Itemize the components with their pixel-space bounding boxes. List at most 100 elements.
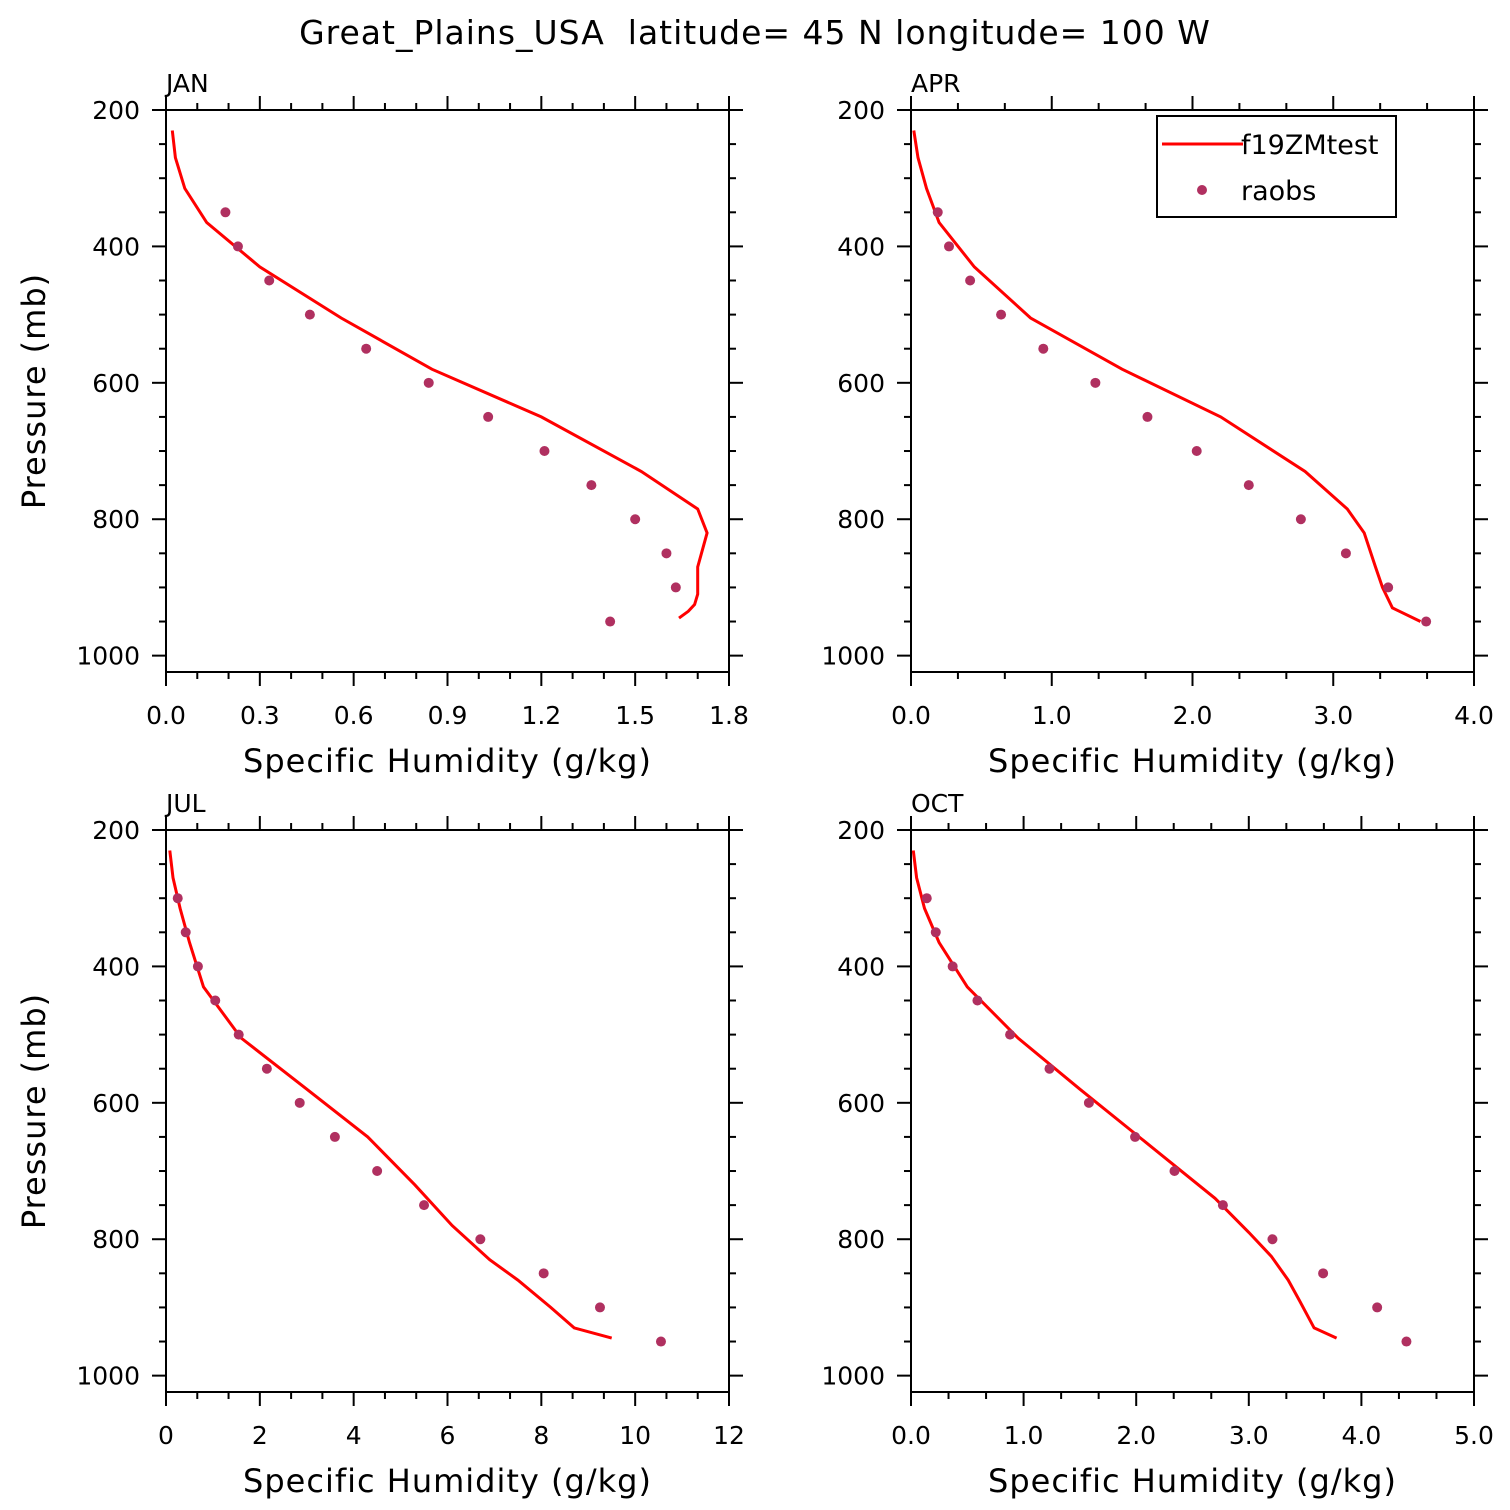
obs-point [670, 582, 681, 593]
model-line [912, 130, 1422, 623]
obs-point [261, 1063, 272, 1074]
x-axis-label: Specific Humidity (g/kg) [988, 1462, 1397, 1500]
obs-point [1421, 616, 1432, 627]
obs-point [423, 377, 434, 388]
x-tick-label: 10 [619, 1421, 651, 1450]
x-tick-label: 4.0 [1454, 701, 1494, 730]
y-tick-label: 400 [92, 232, 140, 261]
plot-frame [165, 109, 730, 673]
x-tick-label: 1.0 [1032, 701, 1072, 730]
x-tick-label: 0.0 [891, 1421, 931, 1450]
x-tick-label: 1.8 [709, 701, 749, 730]
obs-point [605, 616, 616, 627]
y-tick-label: 800 [92, 1225, 140, 1254]
legend-box [1156, 115, 1397, 218]
obs-point [1005, 1029, 1016, 1040]
y-tick-label: 200 [837, 96, 885, 125]
y-tick-label: 1000 [821, 1362, 885, 1391]
x-tick-label: 2 [252, 1421, 268, 1450]
x-tick-label: 6 [440, 1421, 456, 1450]
obs-point [539, 446, 550, 457]
obs-point [1383, 582, 1394, 593]
figure-title: Great_Plains_USA latitude= 45 N longitud… [299, 13, 1211, 52]
y-tick-label: 200 [837, 816, 885, 845]
x-axis-label: Specific Humidity (g/kg) [243, 742, 652, 780]
x-tick-label: 1.5 [615, 701, 655, 730]
panel-title: JAN [164, 69, 209, 98]
y-tick-label: 800 [837, 1225, 885, 1254]
y-tick-label: 1000 [821, 642, 885, 671]
plot-frame [165, 829, 730, 1393]
model-line [170, 130, 709, 620]
obs-point [180, 927, 191, 938]
obs-point [361, 343, 372, 354]
y-tick-label: 1000 [76, 1362, 140, 1391]
obs-point [475, 1234, 486, 1245]
model-line [168, 850, 613, 1340]
obs-point [1217, 1200, 1228, 1211]
y-tick-label: 600 [92, 1089, 140, 1118]
x-tick-label: 0.0 [146, 701, 186, 730]
x-tick-label: 3.0 [1229, 1421, 1269, 1450]
x-tick-label: 4.0 [1342, 1421, 1382, 1450]
y-tick-label: 200 [92, 96, 140, 125]
obs-point [1191, 446, 1202, 457]
x-tick-label: 0 [158, 1421, 174, 1450]
obs-point [944, 241, 955, 252]
obs-point [661, 548, 672, 559]
panel-jan: 0.0 0.3 0.6 0.9 1.2 1.5 1.8 200 400 600 800 1000 JAN… [15, 69, 749, 780]
obs-point [1038, 343, 1049, 354]
obs-point [329, 1131, 340, 1142]
model-line [911, 850, 1338, 1340]
obs-point [172, 893, 183, 904]
x-tick-label: 0.6 [334, 701, 374, 730]
obs-point [1340, 548, 1351, 559]
y-tick-label: 600 [837, 1089, 885, 1118]
x-tick-label: 0.9 [428, 701, 468, 730]
panel-jul: 0 2 4 6 8 10 12 200 400 600 800 1000 JUL Specific Hum… [15, 789, 745, 1500]
y-axis-label: Pressure (mb) [15, 993, 53, 1229]
obs-point [1130, 1131, 1141, 1142]
obs-point [1044, 1063, 1055, 1074]
x-tick-label: 12 [713, 1421, 745, 1450]
panel-apr: 0.0 1.0 2.0 3.0 4.0 200 400 600 800 1000 APR Specif… [821, 69, 1494, 780]
obs-point [1267, 1234, 1278, 1245]
obs-point [1142, 411, 1153, 422]
x-tick-label: 2.0 [1116, 1421, 1156, 1450]
y-tick-label: 400 [837, 232, 885, 261]
y-tick-label: 800 [92, 505, 140, 534]
legend-model-label: f19ZMtest [1241, 130, 1379, 161]
x-tick-label: 4 [346, 1421, 362, 1450]
obs-point [655, 1336, 666, 1347]
obs-point [1401, 1336, 1412, 1347]
obs-point [233, 1029, 244, 1040]
obs-point [1090, 377, 1101, 388]
y-tick-label: 800 [837, 505, 885, 534]
obs-point [1372, 1302, 1383, 1313]
obs-point [972, 995, 983, 1006]
obs-point [630, 514, 641, 525]
obs-point [1295, 514, 1306, 525]
obs-point [210, 995, 221, 1006]
x-tick-label: 1.2 [521, 701, 561, 730]
x-tick-label: 8 [533, 1421, 549, 1450]
x-tick-label: 3.0 [1313, 701, 1353, 730]
obs-point [419, 1200, 430, 1211]
x-tick-label: 2.0 [1173, 701, 1213, 730]
y-tick-label: 1000 [76, 642, 140, 671]
plot-frame [910, 829, 1475, 1393]
panel-title: OCT [911, 789, 964, 818]
obs-point [586, 480, 597, 491]
obs-point [594, 1302, 605, 1313]
x-tick-label: 1.0 [1004, 1421, 1044, 1450]
obs-point [192, 961, 203, 972]
x-axis-label: Specific Humidity (g/kg) [243, 1462, 652, 1500]
obs-point [538, 1268, 549, 1279]
obs-point [294, 1097, 305, 1108]
x-axis-label: Specific Humidity (g/kg) [988, 742, 1397, 780]
obs-point [947, 961, 958, 972]
x-tick-label: 5.0 [1454, 1421, 1494, 1450]
obs-point [483, 411, 494, 422]
y-tick-label: 400 [837, 952, 885, 981]
